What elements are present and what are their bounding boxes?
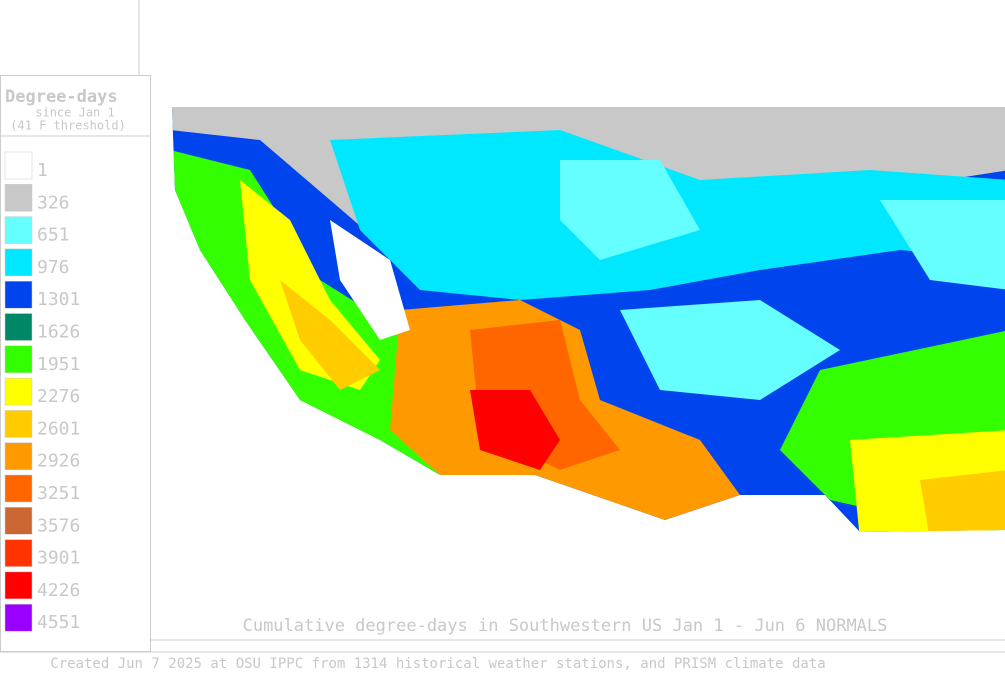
legend-swatch	[4, 151, 33, 180]
legend-label: 2276	[37, 386, 80, 407]
legend-swatch	[4, 248, 33, 277]
legend-swatch	[4, 377, 33, 406]
legend-label: 3901	[37, 548, 80, 569]
legend-swatch	[4, 442, 33, 470]
map	[172, 107, 1005, 532]
legend-label: 976	[37, 257, 70, 278]
legend-swatch	[4, 280, 33, 309]
legend-swatch	[4, 603, 33, 632]
legend-label: 4226	[37, 580, 80, 601]
legend-label: 4551	[37, 612, 80, 633]
legend-label: 326	[37, 192, 70, 213]
legend-label: 1	[37, 160, 48, 181]
legend-title: Degree-days	[5, 87, 118, 107]
legend-swatch	[4, 507, 33, 535]
legend-swatch	[4, 313, 33, 341]
legend-label: 2601	[37, 418, 80, 439]
footer: Created Jun 7 2025 at OSU IPPC from 1314…	[50, 656, 825, 672]
legend-label: 651	[37, 225, 70, 246]
legend-label: 3251	[37, 483, 80, 504]
legend-swatch	[4, 571, 33, 600]
legend-label: 2926	[37, 451, 80, 472]
legend-swatch	[4, 345, 33, 374]
legend-label: 1626	[37, 322, 80, 343]
legend-swatch	[4, 184, 33, 212]
legend-swatch	[4, 216, 33, 244]
legend-swatch	[4, 410, 33, 438]
legend-swatch	[4, 539, 33, 567]
legend-subtitle: (41 F threshold)	[10, 119, 126, 133]
legend-label: 1301	[37, 289, 80, 310]
legend-items: 1 326 651 976 1301 1626 1951 2276 2601 2926 3251 35…	[4, 151, 80, 633]
caption: Cumulative degree-days in Southwestern U…	[243, 616, 888, 636]
legend-label: 1951	[37, 354, 80, 375]
legend-swatch	[4, 474, 33, 503]
legend-label: 3576	[37, 515, 80, 536]
legend-subtitle: since Jan 1	[35, 106, 114, 120]
